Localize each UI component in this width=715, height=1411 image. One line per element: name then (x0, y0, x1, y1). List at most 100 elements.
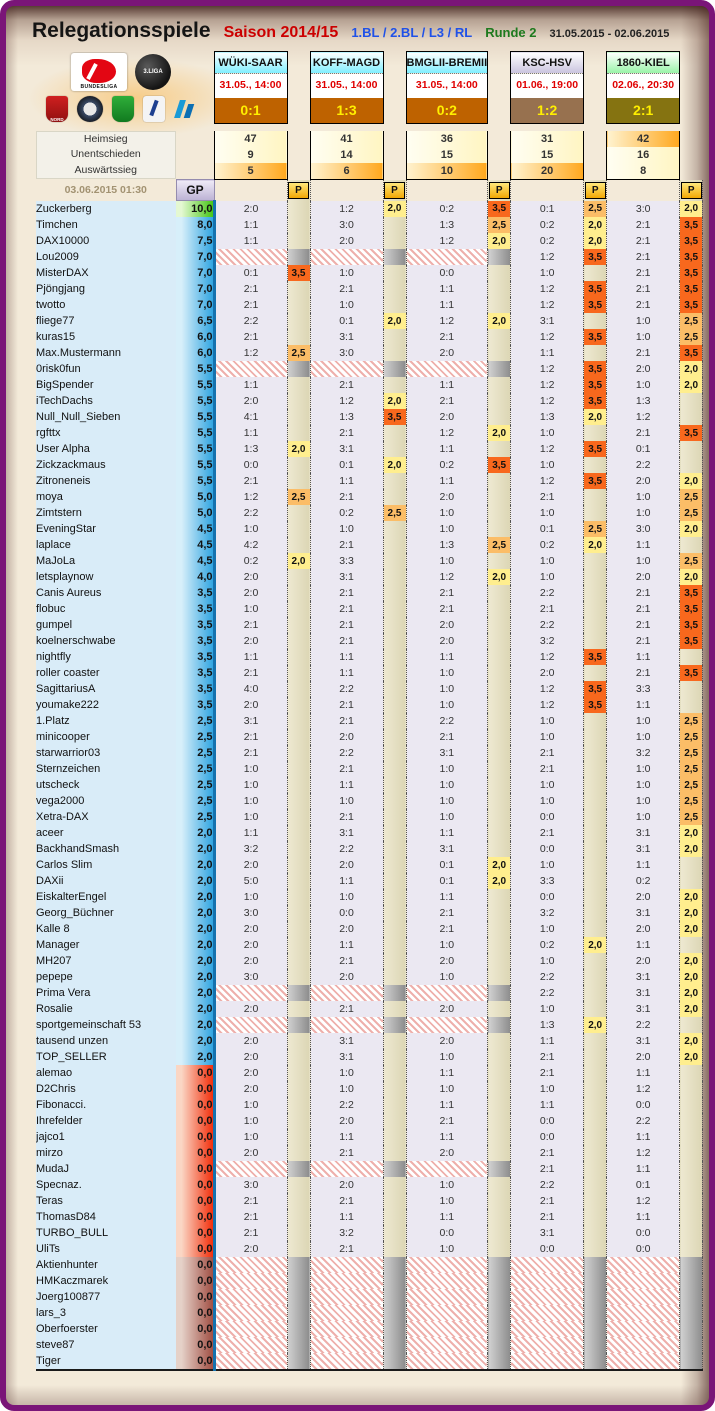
points-cell (487, 1321, 512, 1337)
player-name: 1.Platz (36, 713, 176, 729)
prediction-cell: 3:2 (606, 745, 680, 761)
prediction-cell: 1:1 (405, 1129, 488, 1145)
points-cell (286, 841, 311, 857)
prediction-cell: 2:1 (606, 281, 680, 297)
gp-value: 0,0 (176, 1097, 216, 1113)
stats-row: 9 14 15 15 16 (36, 147, 703, 163)
player-row: youmake222 3,5 2:0 2:1 1:0 1:2 3,5 1:1 (36, 697, 704, 713)
points-cell: 3,5 (583, 297, 608, 313)
points-cell (583, 569, 608, 585)
points-cell (286, 377, 311, 393)
points-cell (583, 585, 608, 601)
prediction-cell: 3:3 (606, 681, 680, 697)
prediction-cell: 1:1 (405, 889, 488, 905)
prediction-cell: 1:1 (606, 1065, 680, 1081)
points-cell (286, 457, 311, 473)
prediction-cell: 1:0 (606, 505, 680, 521)
points-cell: 2,5 (382, 505, 407, 521)
points-cell: 2,5 (583, 200, 608, 217)
stat-value: 8 (606, 163, 681, 180)
points-cell (286, 505, 311, 521)
points-cell: 2,0 (679, 953, 704, 969)
prediction-missing (606, 1257, 680, 1273)
player-name: Timchen (36, 217, 176, 233)
gp-value: 5,0 (176, 489, 216, 505)
points-cell (583, 345, 608, 361)
points-cell (487, 761, 512, 777)
player-name: EiskalterEngel (36, 889, 176, 905)
player-name: Zickzackmaus (36, 457, 176, 473)
points-cell (679, 537, 704, 553)
prediction-cell: 2:0 (606, 921, 680, 937)
prediction-cell: 2:1 (510, 1145, 584, 1161)
prediction-cell: 2:1 (309, 585, 383, 601)
player-row: steve87 0,0 (36, 1337, 704, 1353)
prediction-missing (510, 1353, 584, 1371)
player-row: letsplaynow 4,0 2:0 3:1 1:2 2,0 1:0 2:0 2,0 (36, 569, 704, 585)
points-cell (487, 265, 512, 281)
prediction-cell: 2:1 (213, 1193, 287, 1209)
prediction-missing (309, 1337, 383, 1353)
prediction-cell: 0:0 (405, 1225, 488, 1241)
player-name: youmake222 (36, 697, 176, 713)
points-cell (583, 761, 608, 777)
prediction-cell: 1:0 (510, 793, 584, 809)
prediction-cell: 3:3 (510, 873, 584, 889)
gp-value: 2,0 (176, 937, 216, 953)
player-row: Rosalie 2,0 2:0 2:1 2:0 1:0 3:1 2,0 (36, 1001, 704, 1017)
points-cell (382, 985, 407, 1001)
points-cell (286, 1177, 311, 1193)
points-cell (286, 809, 311, 825)
points-cell (583, 553, 608, 569)
points-cell (382, 1017, 407, 1033)
player-row: Zimtstern 5,0 2:2 0:2 2,5 1:0 1:0 1:0 2,5 (36, 505, 704, 521)
points-cell (487, 1001, 512, 1017)
player-name: vega2000 (36, 793, 176, 809)
points-cell: 3,5 (679, 233, 704, 249)
player-name: Sternzeichen (36, 761, 176, 777)
points-cell (286, 361, 311, 377)
player-row: Teras 0,0 2:1 2:1 1:0 2:1 1:2 (36, 1193, 704, 1209)
player-name: koelnerschwabe (36, 633, 176, 649)
prediction-cell: 1:0 (405, 697, 488, 713)
prediction-cell: 1:0 (309, 889, 383, 905)
points-cell (583, 1241, 608, 1257)
prediction-cell: 0:2 (405, 457, 488, 473)
points-cell (286, 761, 311, 777)
player-row: Canis Aureus 3,5 2:0 2:1 2:1 2:2 2:1 3,5 (36, 585, 704, 601)
prediction-cell: 2:0 (606, 473, 680, 489)
gp-value: 0,0 (176, 1337, 216, 1353)
points-cell: 3,5 (679, 617, 704, 633)
player-name: Null_Null_Sieben (36, 409, 176, 425)
prediction-missing (510, 1289, 584, 1305)
player-row: MaJoLa 4,5 0:2 2,0 3:3 1:0 1:0 1:0 2,5 (36, 553, 704, 569)
prediction-cell: 2:1 (606, 585, 680, 601)
prediction-cell: 2:0 (405, 345, 488, 361)
regionalliga-west-logo (112, 95, 134, 122)
liga3-logo: 3.LIGA (135, 53, 171, 90)
prediction-missing (309, 1273, 383, 1289)
player-name: Ihrefelder (36, 1113, 176, 1129)
bundesliga-logo: BUNDESLIGA (71, 52, 127, 91)
prediction-cell: 3:1 (309, 329, 383, 345)
prediction-missing (405, 1353, 488, 1371)
player-name: kuras15 (36, 329, 176, 345)
gp-value: 2,0 (176, 969, 216, 985)
points-cell: 3,5 (583, 697, 608, 713)
points-cell (583, 1337, 608, 1353)
player-name: EveningStar (36, 521, 176, 537)
player-row: Carlos Slim 2,0 2:0 2:0 0:1 2,0 1:0 1:1 (36, 857, 704, 873)
prediction-cell: 1:1 (606, 1129, 680, 1145)
legend-home-win: Heimsieg (83, 133, 128, 145)
points-cell: 3,5 (583, 473, 608, 489)
points-cell (382, 489, 407, 505)
gp-value: 0,0 (176, 1353, 216, 1371)
prediction-cell: 1:0 (213, 601, 287, 617)
prediction-cell: 3:1 (309, 441, 383, 457)
prediction-cell: 2:1 (510, 745, 584, 761)
prediction-cell: 1:1 (213, 233, 287, 249)
prediction-cell: 2:1 (510, 761, 584, 777)
last-updated: 03.06.2015 01:30 (64, 184, 147, 196)
points-cell (679, 1145, 704, 1161)
column-header-row: 03.06.2015 01:30 GP P P P P P (36, 179, 704, 201)
